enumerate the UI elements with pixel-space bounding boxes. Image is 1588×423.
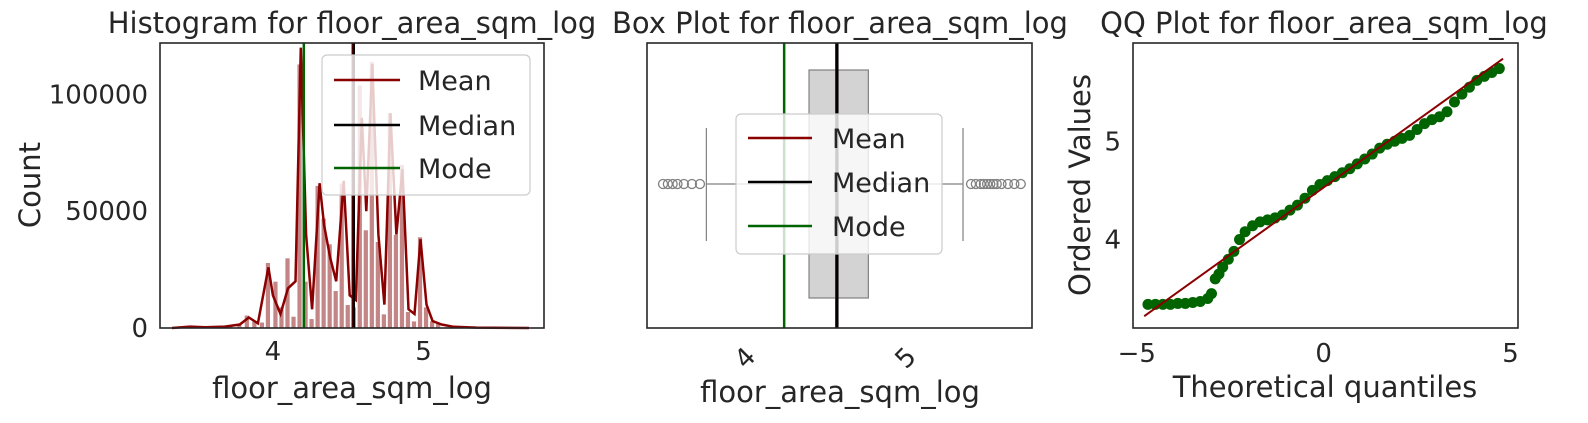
- outlier-point-4: [678, 178, 690, 190]
- outlier-point-5: [686, 178, 698, 190]
- histogram-bar-8: [258, 321, 265, 329]
- legend-mean-label: Mean: [418, 66, 492, 97]
- outlier-point-2: [667, 178, 678, 190]
- histogram-xtick-label-1: 5: [415, 337, 432, 367]
- histogram-axes-frame: [159, 42, 545, 329]
- outlier-point-6: [694, 178, 706, 190]
- qqplot-axes-frame: [1132, 42, 1519, 329]
- histogram-xlabel: floor_area_sqm_log: [212, 371, 492, 405]
- qq-point-44: [1448, 96, 1460, 108]
- boxplot-xlabel: floor_area_sqm_log: [700, 375, 980, 409]
- histogram-xtick-label-0: 4: [265, 337, 282, 367]
- histogram-bar-16: [308, 318, 315, 329]
- qqplot-ylabel: Ordered Values: [1063, 74, 1097, 296]
- boxplot-xtick-label-0: 4: [729, 342, 762, 375]
- histogram-legend: Mean Median Mode: [321, 54, 531, 196]
- histogram-bar-32: [405, 311, 411, 329]
- qqplot-ytick-label-1: 5: [1104, 127, 1121, 157]
- qq-point-15: [1234, 234, 1246, 246]
- histogram-bar-20: [332, 290, 339, 329]
- qqplot-panel: −5 0 5 4 5 QQ Plot for floor_area_sqm_log Th…: [1063, 6, 1548, 404]
- outlier-point-14: [991, 178, 1002, 190]
- histogram-ylabel: Count: [13, 142, 47, 228]
- qq-point-50: [1493, 63, 1505, 75]
- qq-point-43: [1441, 106, 1453, 118]
- outlier-point-3: [672, 178, 683, 190]
- outlier-point-12: [985, 178, 996, 190]
- qqplot-title: QQ Plot for floor_area_sqm_log: [1100, 6, 1548, 40]
- qq-point-13: [1222, 253, 1234, 265]
- qq-point-24: [1299, 192, 1311, 204]
- legend-mean-label: Mean: [832, 124, 906, 155]
- qqplot-xtick-label-1: 0: [1315, 339, 1332, 369]
- legend-median-label: Median: [832, 168, 930, 199]
- legend-mode-label: Mode: [418, 154, 492, 185]
- qq-point-12: [1217, 261, 1229, 273]
- histogram-bar-28: [380, 313, 387, 329]
- qqplot-ticks: −5 0 5 4 5: [1104, 127, 1518, 369]
- histogram-bar-22: [344, 304, 351, 329]
- qq-point-38: [1404, 129, 1416, 141]
- histogram-ytick-label-2: 100000: [49, 80, 148, 110]
- outlier-point-8: [970, 178, 982, 190]
- outlier-point-16: [1002, 178, 1014, 190]
- outlier-point-13: [988, 178, 999, 190]
- qq-point-39: [1411, 123, 1423, 135]
- outlier-point-17: [1009, 178, 1020, 190]
- histogram-title: Histogram for floor_area_sqm_log: [108, 6, 597, 40]
- outlier-point-18: [1015, 178, 1026, 190]
- legend-median-label: Median: [418, 111, 516, 142]
- histogram-bar-30: [393, 234, 399, 329]
- histogram-bar-33: [411, 320, 417, 329]
- histogram-panel: 4 5 0 50000 100000 Histogram for floor_area_…: [13, 6, 596, 405]
- histogram-ticks: 4 5 0 50000 100000: [49, 80, 432, 367]
- qqplot-xlabel: Theoretical quantiles: [1172, 370, 1478, 404]
- outlier-point-15: [996, 178, 1007, 190]
- qqplot-xtick-label-2: 5: [1502, 339, 1519, 369]
- qqplot-xtick-label-0: −5: [1118, 339, 1156, 369]
- qq-point-16: [1239, 226, 1251, 238]
- boxplot-title: Box Plot for floor_area_sqm_log: [612, 6, 1068, 40]
- qqplot-ytick-label-0: 4: [1104, 226, 1121, 256]
- histogram-bar-25: [362, 229, 369, 329]
- legend-mode-label: Mode: [832, 212, 906, 243]
- boxplot-xtick-label-1: 5: [890, 342, 923, 375]
- qq-points: [1142, 63, 1505, 310]
- histogram-ytick-label-1: 50000: [65, 197, 148, 227]
- histogram-ytick-label-0: 0: [131, 314, 148, 344]
- qq-fit-line: [1143, 57, 1504, 318]
- boxplot-legend: Mean Median Mode: [735, 113, 943, 255]
- histogram-bar-13: [290, 315, 297, 329]
- qq-point-9: [1205, 288, 1217, 300]
- boxplot-axes-frame: [646, 42, 1033, 329]
